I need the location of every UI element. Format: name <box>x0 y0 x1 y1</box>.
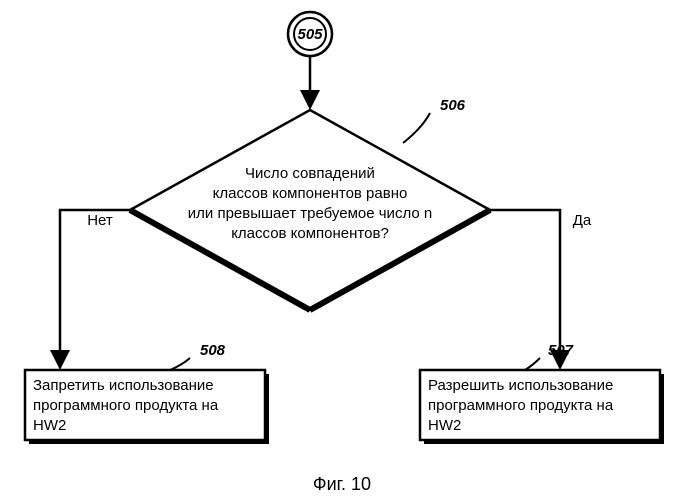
allow-text-line-0: Разрешить использование <box>428 377 613 394</box>
decision-text-line-0: Число совпадений <box>245 165 375 182</box>
decision-text-line-1: классов компонентов равно <box>213 185 408 202</box>
allow-text-line-1: программного продукта на <box>428 397 614 414</box>
edge-yes-label: Да <box>573 212 592 229</box>
allow-process-node: Разрешить использование программного про… <box>420 370 664 444</box>
decision-node: Число совпадений классов компонентов рав… <box>130 110 490 310</box>
decision-text-line-2: или превышает требуемое число n <box>188 205 432 222</box>
deny-text-line-0: Запретить использование <box>33 377 214 394</box>
figure-caption: Фиг. 10 <box>313 474 371 494</box>
deny-text-line-1: программного продукта на <box>33 397 219 414</box>
edge-no-label: Нет <box>87 212 113 229</box>
deny-text-line-2: HW2 <box>33 417 66 434</box>
decision-text-line-3: классов компонентов? <box>231 225 389 242</box>
label-ref-508: 508 <box>170 342 226 370</box>
label-ref-507: 507 <box>525 342 574 370</box>
deny-process-node: Запретить использование программного про… <box>25 370 269 444</box>
flowchart-svg: 505 Число совпадений классов компонентов… <box>0 0 684 500</box>
label-508-text: 508 <box>200 342 226 359</box>
label-506-text: 506 <box>440 97 466 114</box>
start-connector: 505 <box>288 12 332 56</box>
label-507-text: 507 <box>548 342 574 359</box>
edge-decision-no: Нет <box>60 210 130 366</box>
allow-text-line-2: HW2 <box>428 417 461 434</box>
edge-decision-yes: Да <box>490 210 592 366</box>
label-ref-506: 506 <box>403 97 466 143</box>
start-label: 505 <box>297 26 323 43</box>
